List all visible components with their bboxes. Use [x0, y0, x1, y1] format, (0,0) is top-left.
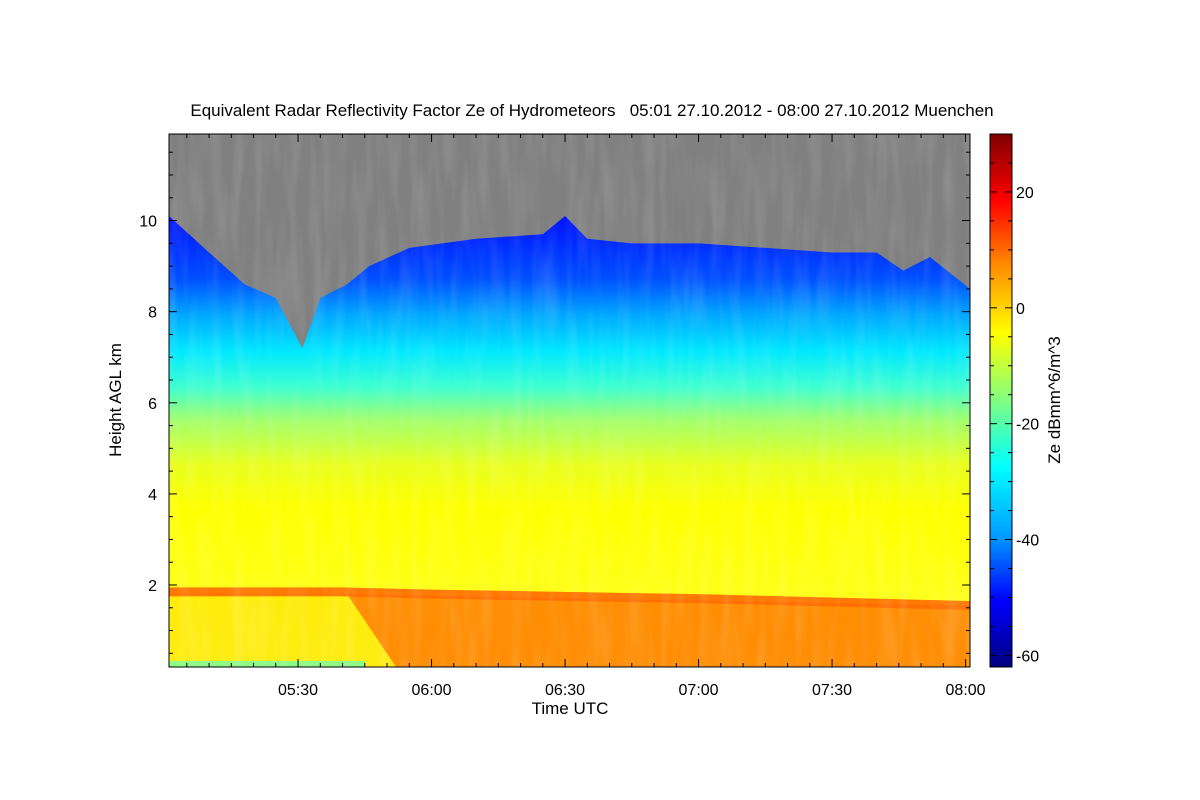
x-axis-label: Time UTC [532, 699, 609, 718]
colorbar-tick-label: -40 [1016, 533, 1039, 550]
colorbar-fill [989, 133, 1013, 668]
y-tick-label: 4 [148, 487, 157, 504]
fall-streak-texture [169, 134, 970, 667]
colorbar-tick-label: 0 [1016, 301, 1025, 318]
colorbar: 20 0 -20 -40 -60 [989, 133, 1039, 668]
x-tick-label: 05:30 [278, 682, 318, 699]
plot-frame [168, 133, 971, 668]
y-axis: 2 4 6 8 10 [139, 151, 970, 654]
colorbar-tick-label: -60 [1016, 648, 1039, 665]
y-tick-label: 6 [148, 396, 157, 413]
chart-title: Equivalent Radar Reflectivity Factor Ze … [190, 101, 993, 120]
colorbar-tick-label: -20 [1016, 417, 1039, 434]
x-axis: 05:30 06:00 06:30 07:00 07:30 08:00 [186, 134, 986, 699]
colorbar-label: Ze dBmm^6/m^3 [1045, 336, 1064, 463]
x-tick-label: 06:30 [545, 682, 585, 699]
x-tick-label: 07:00 [679, 682, 719, 699]
x-tick-label: 06:00 [412, 682, 452, 699]
x-tick-label: 08:00 [946, 682, 986, 699]
y-tick-label: 8 [148, 305, 157, 322]
x-tick-label: 07:30 [812, 682, 852, 699]
y-tick-label: 2 [148, 578, 157, 595]
plot-area [168, 133, 971, 668]
colorbar-tick-label: 20 [1016, 185, 1034, 202]
y-axis-label: Height AGL km [106, 343, 125, 457]
y-tick-label: 10 [139, 214, 157, 231]
